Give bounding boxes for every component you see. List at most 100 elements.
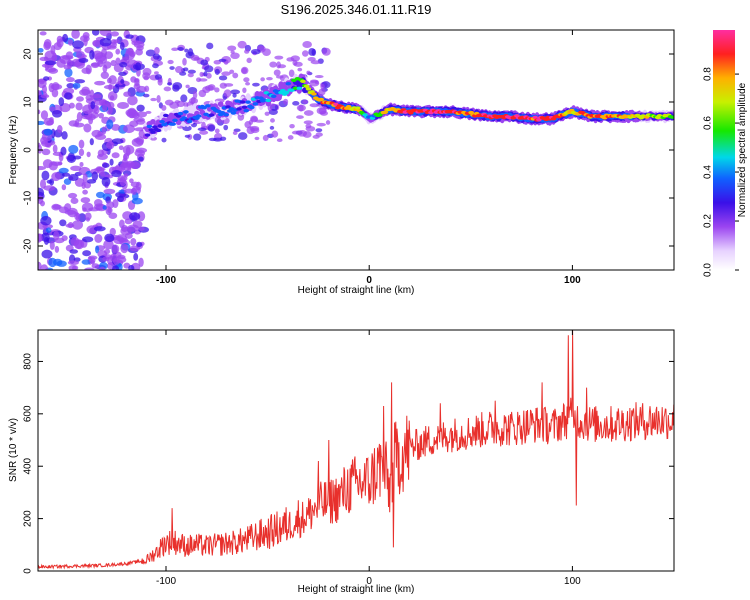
spectrogram-noise-blob <box>130 181 140 188</box>
spectrogram-noise-blob <box>112 199 119 209</box>
spectrogram-ridge-cell <box>305 87 312 91</box>
spectrogram-noise-blob <box>51 82 60 91</box>
spectrogram-ridge-cell <box>163 113 169 118</box>
spectrogram-noise-blob <box>103 61 112 69</box>
spectrogram-noise-blob <box>237 132 248 140</box>
spectrogram-noise-blob <box>229 69 235 74</box>
spectrogram-noise-blob <box>201 121 206 130</box>
spectrogram-ridge-cell <box>183 110 189 114</box>
spectrogram-noise-blob <box>82 189 88 195</box>
spectrogram-noise-blob <box>135 62 142 71</box>
spectrogram-ridge-cell <box>289 88 295 92</box>
spectrogram-noise-blob <box>88 255 98 260</box>
spectrogram-noise-blob <box>290 55 300 62</box>
spectrogram-noise-blob <box>143 93 150 98</box>
spectrogram-noise-blob <box>301 50 309 57</box>
spectrogram-noise-blob <box>91 129 103 138</box>
spectrogram-noise-blob <box>81 202 94 213</box>
spectrogram-noise-blob <box>123 91 131 97</box>
spectrogram-noise-blob <box>133 40 145 49</box>
y-tick-label: 800 <box>23 353 34 370</box>
snr-series-line <box>38 330 674 570</box>
spectrogram-noise-blob <box>102 103 108 112</box>
spectrogram-noise-blob <box>223 89 232 98</box>
spectrogram-ridge-cell <box>181 116 187 120</box>
y-tick-label: 0 <box>23 147 34 153</box>
spectrogram-noise-blob <box>38 144 43 154</box>
spectrogram-noise-blob <box>95 55 108 64</box>
spectrogram-noise-blob <box>63 178 72 185</box>
spectrogram-noise-blob <box>73 122 85 128</box>
spectrogram-noise-blob <box>106 201 115 209</box>
spectrogram-noise-blob <box>110 60 117 67</box>
spectrogram-noise-blob <box>99 266 106 270</box>
spectrogram-noise-blob <box>309 103 320 108</box>
spectrogram-noise-blob <box>107 91 118 101</box>
y-tick-label: 200 <box>23 510 34 527</box>
spectrogram-noise-blob <box>58 167 69 174</box>
colorbar-gradient <box>713 30 735 270</box>
spectrogram-noise-blob <box>221 71 231 76</box>
spectrogram-noise-blob <box>230 89 241 95</box>
spectrogram-ridge-cell <box>296 86 303 91</box>
spectrogram-noise-blob <box>138 156 144 162</box>
spectrogram-noise-blob <box>39 179 47 189</box>
spectrogram-noise-blob <box>128 212 141 221</box>
spectrogram-noise-blob <box>123 188 135 194</box>
spectrogram-noise-blob <box>167 59 174 65</box>
spectrogram-noise-blob <box>40 264 49 270</box>
spectrogram-noise-blob <box>91 30 100 36</box>
spectrogram-noise-blob <box>131 112 140 119</box>
spectrogram-noise-blob <box>246 57 252 64</box>
spectrogram-y-axis: -20 -10 0 10 20 <box>23 48 674 253</box>
spectrogram-noise-blob <box>104 233 115 243</box>
spectrogram-ridge-cell <box>285 82 292 86</box>
y-tick-label: -10 <box>23 190 34 205</box>
spectrogram-noise-blob <box>102 162 110 168</box>
spectrogram-noise-blob <box>244 49 250 54</box>
x-tick-label: 0 <box>366 275 372 286</box>
spectrogram-noise-blob <box>193 133 202 141</box>
spectrogram-noise-blob <box>54 245 60 253</box>
spectrogram-noise-blob <box>320 83 325 90</box>
x-tick-label: 0 <box>366 576 372 587</box>
spectrogram-noise-blob <box>39 200 45 207</box>
spectrogram-noise-blob <box>67 39 74 46</box>
spectrogram-noise-blob <box>103 188 116 195</box>
spectrogram-noise-blob <box>136 104 145 112</box>
spectrogram-noise-blob <box>230 50 235 54</box>
spectrogram-noise-blob <box>81 259 91 265</box>
spectrogram-noise-blob <box>82 236 94 243</box>
spectrogram-ridge-cell <box>239 100 246 104</box>
x-tick-label: 100 <box>564 576 581 587</box>
spectrogram-noise-blob <box>49 240 55 250</box>
spectrogram-noise-blob <box>250 116 258 122</box>
spectrogram-noise-blob <box>136 85 147 93</box>
spectrogram-noise-blob <box>51 109 63 118</box>
spectrogram-noise-blob <box>109 227 116 236</box>
spectrogram-noise-blob <box>129 245 141 252</box>
spectrogram-noise-blob <box>52 144 58 153</box>
spectrogram-ridge-cell <box>252 102 259 106</box>
spectrogram-noise-blob <box>176 100 185 108</box>
spectrogram-noise-blob <box>117 101 130 109</box>
spectrogram-noise-blob <box>206 42 214 50</box>
spectrogram-noise-blob <box>57 161 63 166</box>
spectrogram-noise-blob <box>309 80 320 87</box>
spectrogram-noise-blob <box>145 110 152 114</box>
spectrogram-noise-blob <box>93 99 106 106</box>
spectrogram-noise-blob <box>187 73 194 78</box>
spectrogram-noise-blob <box>154 71 159 75</box>
spectrogram-y-label: Frequency (Hz) <box>8 116 19 185</box>
spectrogram-noise-blob <box>260 77 265 82</box>
spectrogram-noise-blob <box>95 245 100 254</box>
spectrogram-noise-blob <box>119 42 125 51</box>
spectrogram-ridge-cell <box>669 115 674 119</box>
spectrogram-noise-blob <box>124 232 133 239</box>
spectrogram-noise-blob <box>120 79 125 84</box>
spectrogram-ridge-cell <box>243 108 250 113</box>
spectrogram-ridge-cell <box>355 106 361 110</box>
spectrogram-noise-blob <box>199 130 209 135</box>
spectrogram-noise-blob <box>135 147 148 154</box>
